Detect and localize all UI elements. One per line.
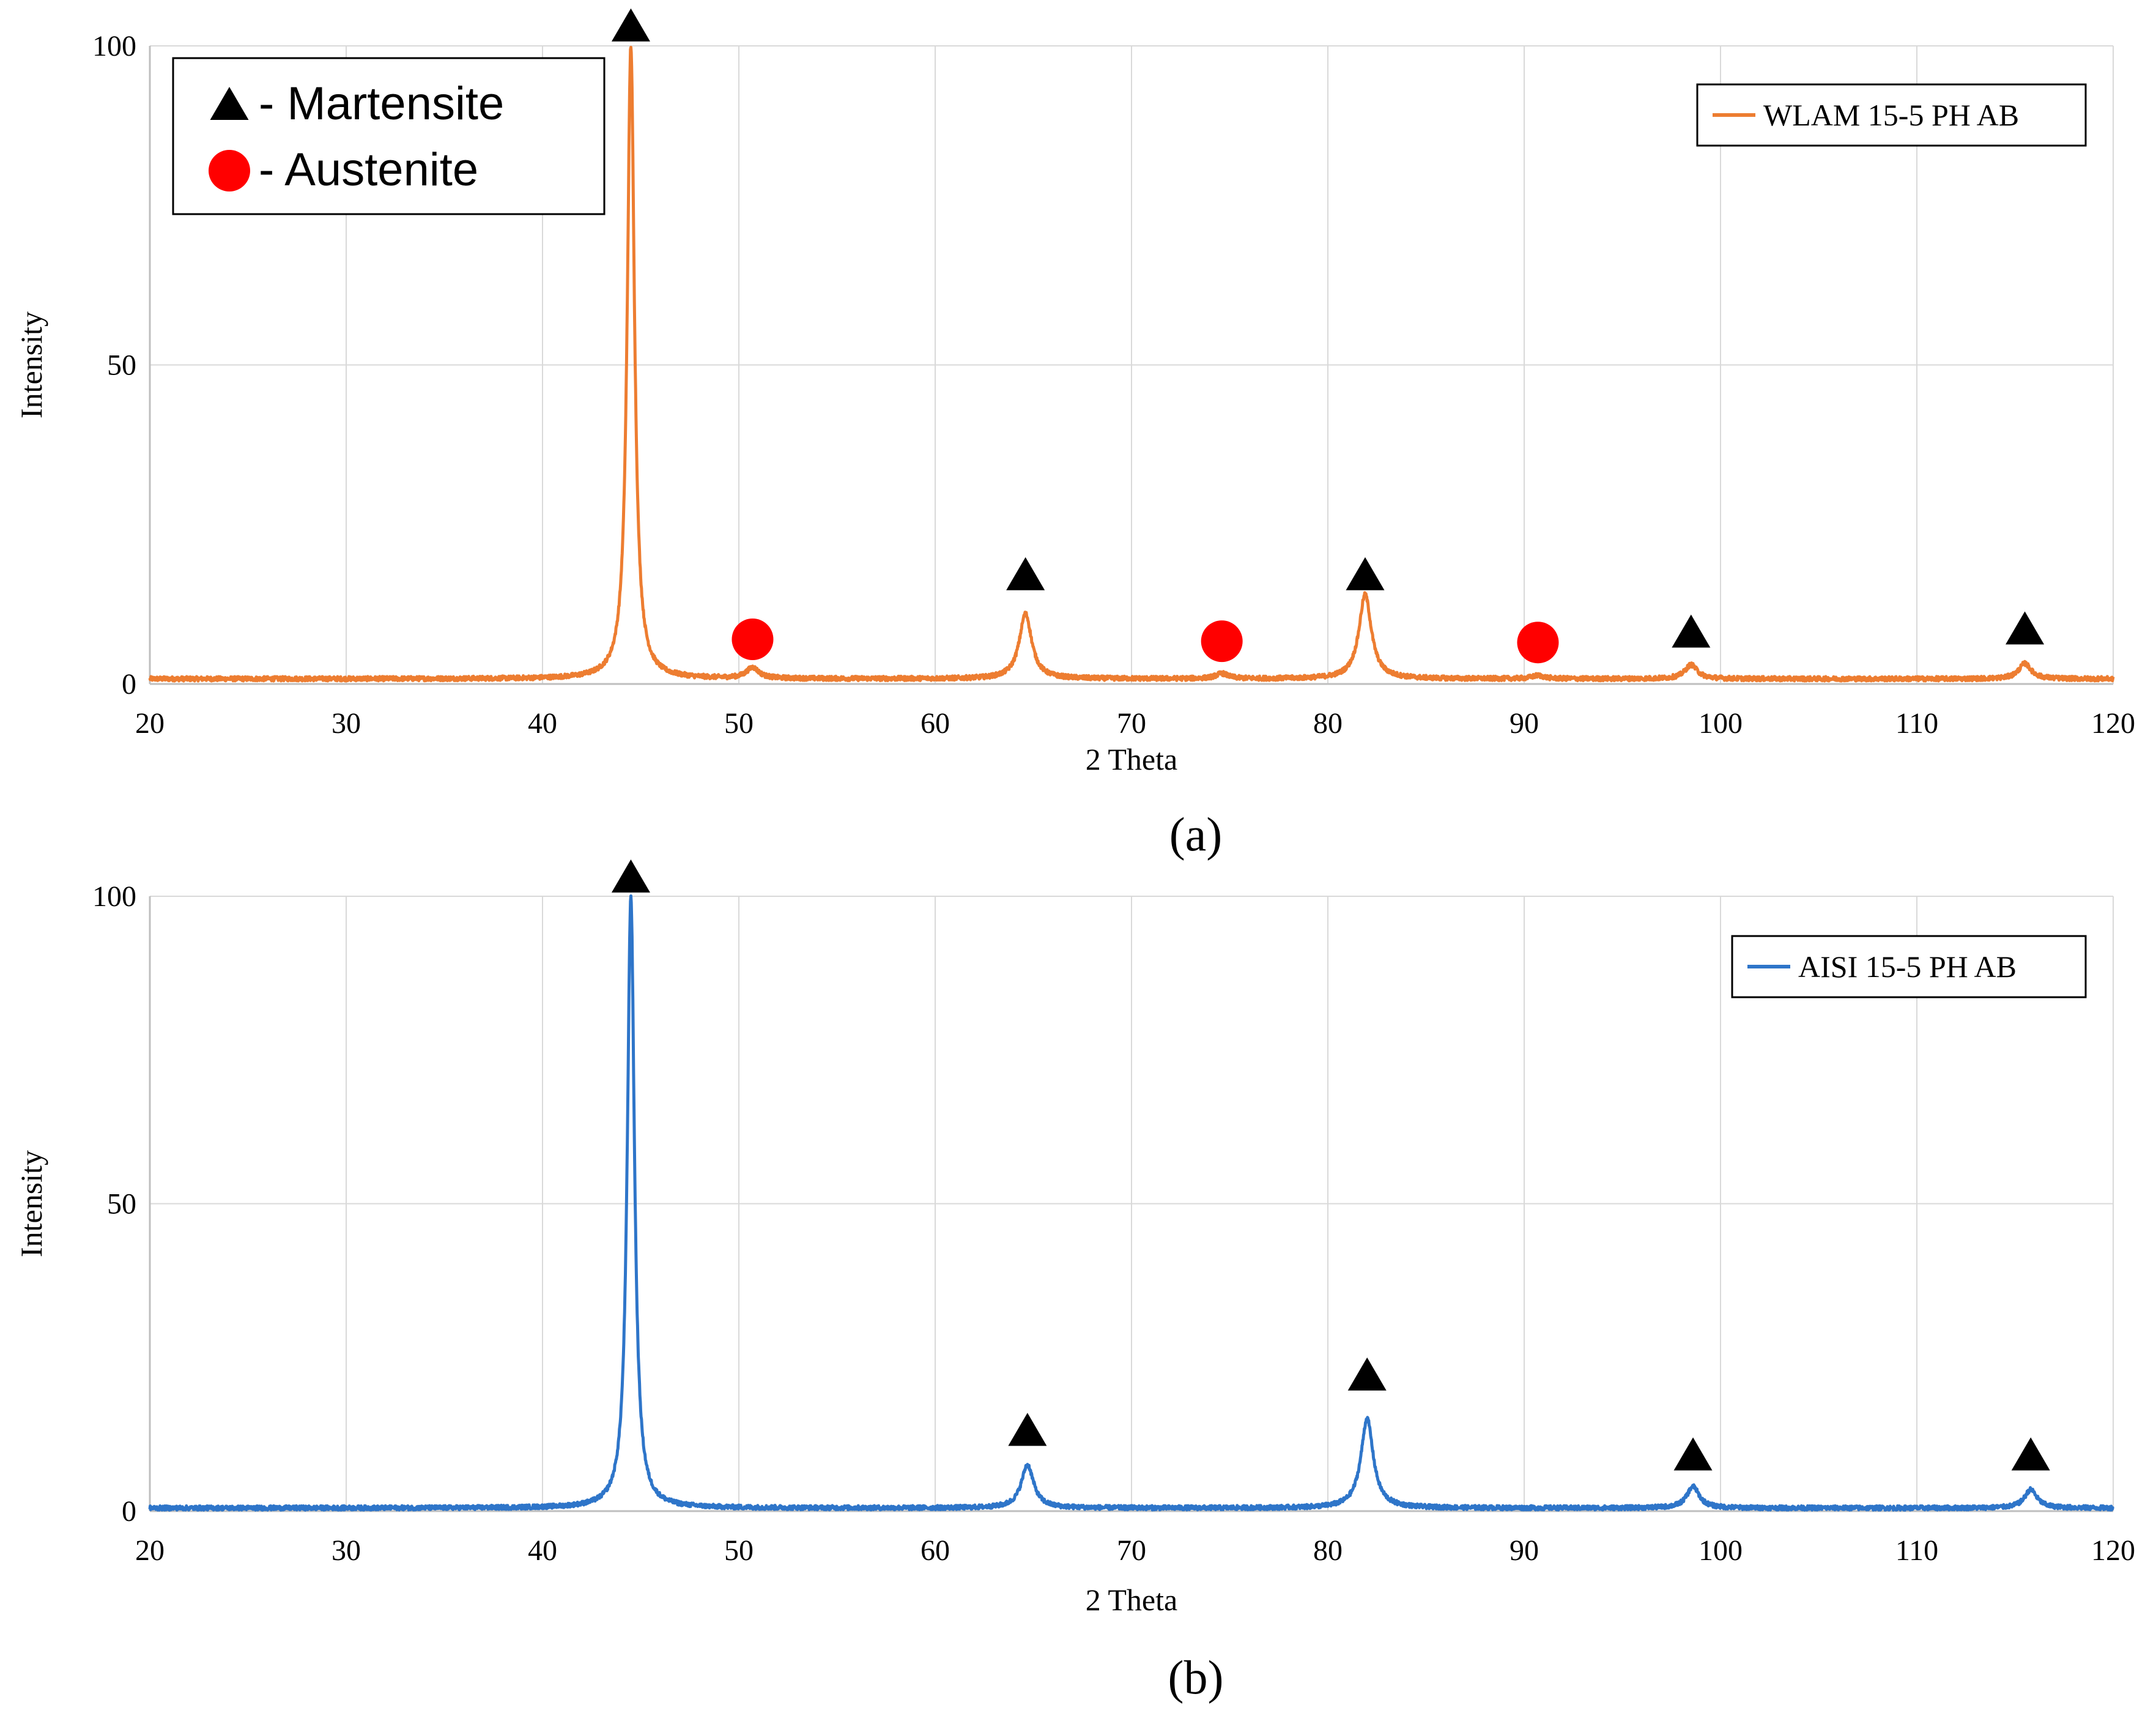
x-tick-label: 110 — [1895, 707, 1938, 740]
x-tick-label: 100 — [1698, 1534, 1743, 1567]
series-line — [148, 45, 2115, 683]
y-tick-label: 100 — [92, 30, 136, 62]
martensite-marker — [611, 859, 650, 893]
x-tick-label: 80 — [1313, 1534, 1343, 1567]
x-tick-label: 20 — [135, 1534, 165, 1567]
x-tick-label: 50 — [724, 707, 754, 740]
legend-box — [1696, 83, 2087, 147]
y-axis-title: Intensity — [14, 311, 48, 418]
y-tick-label: 50 — [107, 1188, 136, 1221]
x-tick-label: 90 — [1510, 707, 1539, 740]
martensite-marker — [2011, 1437, 2050, 1471]
martensite-marker — [1673, 1437, 1713, 1471]
series-line — [148, 894, 2115, 1512]
x-tick-label: 40 — [528, 707, 557, 740]
y-axis-title: Intensity — [14, 1150, 48, 1257]
y-tick-label: 50 — [107, 349, 136, 382]
figure-caption: (b) — [1168, 1651, 1224, 1704]
martensite-marker — [611, 8, 650, 42]
phase-key-box — [172, 57, 606, 215]
legend-box — [1731, 935, 2087, 998]
martensite-key-label: - Martensite — [259, 78, 504, 130]
chart-panel-b: 20 30 40 50 60 70 80 90 100 110 120 0 50 100 2 Theta In… — [14, 859, 2135, 1704]
x-tick-label: 80 — [1313, 707, 1343, 740]
martensite-marker — [1347, 1357, 1387, 1391]
austenite-key-icon — [209, 150, 250, 191]
y-tick-label: 100 — [92, 880, 136, 913]
x-tick-label: 100 — [1698, 707, 1743, 740]
x-tick-label: 110 — [1895, 1534, 1938, 1567]
martensite-marker — [1008, 1413, 1047, 1446]
x-axis-title: 2 Theta — [1086, 742, 1177, 776]
x-axis-title: 2 Theta — [1086, 1583, 1177, 1617]
austenite-marker — [1201, 620, 1243, 663]
x-tick-label: 90 — [1510, 1534, 1539, 1567]
austenite-key-label: - Austenite — [259, 144, 478, 196]
y-tick-label: 0 — [122, 1495, 136, 1528]
legend-label: WLAM 15-5 PH AB — [1763, 98, 2019, 132]
x-tick-label: 30 — [332, 707, 361, 740]
martensite-marker — [2006, 611, 2045, 645]
x-tick-label: 70 — [1117, 707, 1146, 740]
x-tick-label: 60 — [921, 1534, 950, 1567]
x-tick-label: 70 — [1117, 1534, 1146, 1567]
austenite-marker — [732, 618, 774, 660]
x-tick-label: 120 — [2091, 1534, 2135, 1567]
austenite-marker — [1517, 622, 1559, 664]
figure-caption: (a) — [1169, 808, 1223, 861]
x-tick-label: 60 — [921, 707, 950, 740]
chart-panel-a: 20 30 40 50 60 70 80 90 100 110 120 0 50 100 2 Theta In… — [14, 8, 2135, 861]
x-tick-label: 50 — [724, 1534, 754, 1567]
x-tick-label: 30 — [332, 1534, 361, 1567]
x-tick-label: 120 — [2091, 707, 2135, 740]
martensite-marker — [1346, 557, 1385, 590]
x-tick-label: 40 — [528, 1534, 557, 1567]
x-tick-label: 20 — [135, 707, 165, 740]
martensite-key-icon — [210, 87, 249, 120]
legend-label: AISI 15-5 PH AB — [1798, 949, 2017, 984]
martensite-marker — [1672, 614, 1711, 648]
martensite-marker — [1006, 557, 1045, 590]
y-tick-label: 0 — [122, 668, 136, 700]
